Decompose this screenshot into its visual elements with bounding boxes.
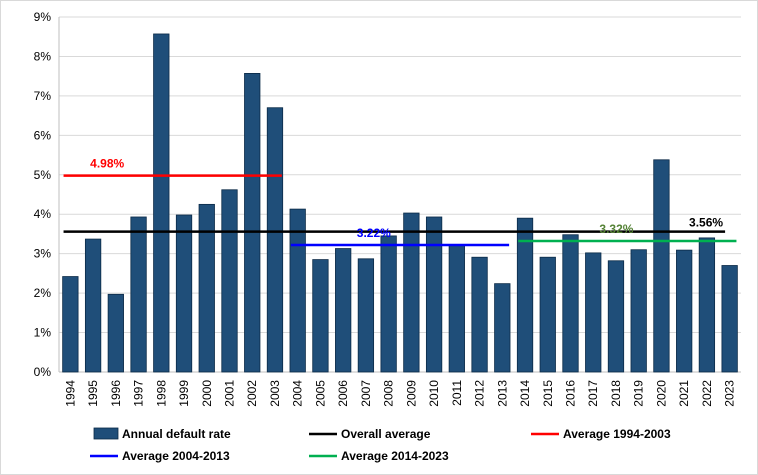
x-tick-label: 1999 — [177, 380, 191, 407]
bar-2020 — [653, 159, 670, 373]
x-tick-label: 2019 — [632, 380, 646, 407]
bar-2013 — [494, 283, 511, 373]
y-tick-label: 9% — [34, 10, 52, 24]
x-tick-label: 2003 — [268, 380, 282, 407]
bar-1996 — [107, 293, 124, 373]
legend-entry-overall-average: Overall average — [309, 427, 431, 441]
reference-label-overall-average: 3.56% — [689, 216, 723, 230]
bar-2003 — [266, 107, 284, 373]
x-tick-label: 2016 — [564, 380, 578, 407]
bar-2014 — [516, 217, 534, 373]
x-tick-label: 2009 — [404, 380, 418, 407]
y-tick-label: 1% — [34, 326, 52, 340]
y-tick-label: 5% — [34, 168, 52, 182]
bar-2009 — [403, 212, 420, 373]
bar-2008 — [380, 235, 397, 373]
bar-2018 — [607, 260, 625, 373]
x-tick-label: 2021 — [677, 380, 691, 407]
bar-2011 — [448, 244, 465, 373]
bar-1998 — [153, 33, 170, 373]
bar-1995 — [84, 238, 102, 373]
x-tick-label: 2022 — [700, 380, 714, 407]
bar-2012 — [471, 256, 488, 373]
x-tick-label: 2013 — [495, 380, 509, 407]
legend-swatch — [93, 427, 119, 440]
y-tick-label: 0% — [34, 365, 52, 379]
x-tick-label: 1994 — [63, 380, 77, 407]
bar-1997 — [130, 216, 147, 373]
legend-entry-average-1994-2003: Average 1994-2003 — [531, 427, 671, 441]
y-tick-label: 6% — [34, 128, 52, 142]
bar-2015 — [539, 256, 556, 373]
x-tick-label: 1996 — [109, 380, 123, 407]
x-tick-label: 1998 — [154, 380, 168, 407]
bar-1994 — [62, 276, 79, 373]
bar-2006 — [335, 248, 352, 373]
legend-entry-average-2004-2013: Average 2004-2013 — [90, 449, 230, 463]
x-tick-label: 2002 — [245, 380, 259, 407]
bar-2021 — [676, 249, 693, 373]
x-tick-label: 2020 — [654, 380, 668, 407]
x-tick-label: 2015 — [541, 380, 555, 407]
bar-2019 — [630, 249, 647, 373]
bar-2001 — [221, 189, 238, 373]
bar-1999 — [175, 214, 193, 373]
bar-2010 — [425, 216, 443, 373]
y-tick-label: 8% — [34, 49, 52, 63]
bar-2002 — [244, 73, 261, 373]
x-tick-label: 2010 — [427, 380, 441, 407]
legend-label: Annual default rate — [122, 427, 231, 441]
x-tick-label: 2005 — [313, 380, 327, 407]
x-tick-label: 2017 — [586, 380, 600, 407]
bar-2016 — [562, 234, 579, 373]
reference-label-average-1994-2003: 4.98% — [90, 157, 124, 171]
bar-layer — [62, 33, 738, 373]
bar-2005 — [312, 259, 329, 373]
x-tick-label: 1995 — [86, 380, 100, 407]
y-tick-label: 2% — [34, 286, 52, 300]
x-tick-label: 2014 — [518, 380, 532, 407]
legend-label: Average 2004-2013 — [122, 449, 230, 463]
legend-label: Average 2014-2023 — [341, 449, 449, 463]
reference-lines-layer: 3.56% 4.98% 3.22% 3.32% — [63, 157, 737, 247]
x-tick-label: 1997 — [132, 380, 146, 407]
x-tick-label: 2008 — [382, 380, 396, 407]
x-tick-label: 2007 — [359, 380, 373, 407]
bar-2007 — [357, 258, 375, 373]
bar-2022 — [698, 237, 716, 373]
reference-label-average-2014-2023: 3.32% — [599, 222, 633, 236]
x-tick-label: 2006 — [336, 380, 350, 407]
bar-2004 — [289, 208, 306, 373]
x-tick-label: 2004 — [291, 380, 305, 407]
x-tick-label: 2001 — [223, 380, 237, 407]
x-tick-label: 2023 — [723, 380, 737, 407]
x-tick-label: 2018 — [609, 380, 623, 407]
legend-label: Overall average — [341, 427, 431, 441]
legend-label: Average 1994-2003 — [563, 427, 671, 441]
x-tick-label: 2012 — [473, 380, 487, 407]
y-tick-label: 4% — [34, 207, 52, 221]
bar-2000 — [198, 203, 215, 373]
legend-entry-average-2014-2023: Average 2014-2023 — [309, 449, 449, 463]
reference-label-average-2004-2013: 3.22% — [357, 226, 391, 240]
legend: Annual default rate Overall average Averag… — [90, 427, 671, 463]
bar-2017 — [585, 252, 602, 373]
axis-layer: 0% 1% 2% 3% 4% 5% 6% 7% 8% 9% 1994 1995 1996 1997 1998… — [34, 10, 741, 407]
y-tick-label: 3% — [34, 247, 52, 261]
x-tick-label: 2000 — [200, 380, 214, 407]
legend-entry-annual-default-rate: Annual default rate — [93, 427, 231, 441]
y-tick-label: 7% — [34, 89, 52, 103]
bar-2023 — [721, 265, 738, 373]
x-tick-label: 2011 — [450, 380, 464, 406]
